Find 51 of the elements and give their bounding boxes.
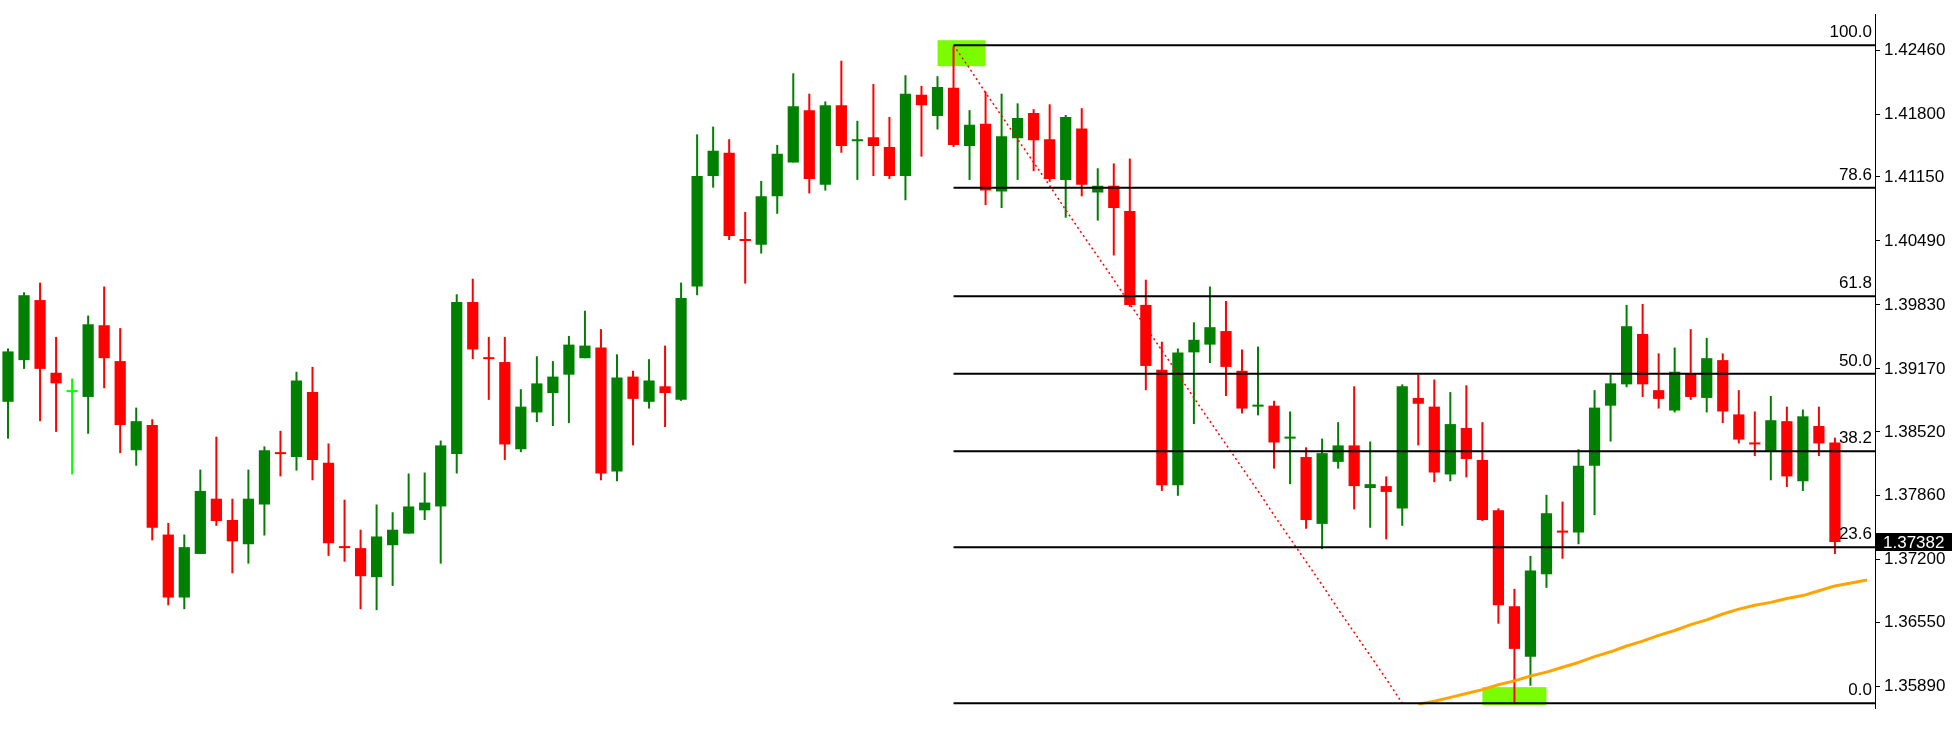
annotation: 78.6 [1838,164,1872,184]
candlestick [1188,321,1200,426]
candlestick [915,84,928,158]
candlestick [579,309,591,360]
candlestick [643,358,655,410]
y-tick-label: 1.36550 [1884,612,1946,632]
y-tick-label: 1.39170 [1884,358,1946,378]
candlestick [1012,102,1024,181]
y-tick-label: 1.35890 [1884,676,1946,696]
candlestick [1412,373,1424,447]
annotation: 61.8 [1838,273,1872,293]
candlestick [338,498,351,563]
text: 1.37382 [1883,532,1945,552]
annotation: 50.0 [1838,350,1872,370]
candlestick [1685,328,1697,401]
annotation: 100.0 [1829,22,1872,42]
y-tick-label: 1.41150 [1884,166,1945,186]
y-tick-label: 1.41800 [1884,103,1946,123]
candlestick [1604,373,1617,443]
candlestick [1653,352,1665,410]
candlestick [1556,500,1569,560]
candlestick [483,335,495,401]
y-tick-label: 1.39830 [1884,294,1946,314]
candlestick [1749,410,1761,458]
candlestick [659,344,671,428]
candlestick [226,497,238,575]
candlestick [867,82,880,178]
candlestick [963,109,976,181]
candlestick [1252,345,1264,417]
annotation: 0.0 [1848,680,1872,700]
candlestick [66,377,78,476]
candlestick [1380,475,1392,541]
candlestick [274,429,287,478]
y-tick-label: 1.40490 [1884,230,1946,250]
candlestick [50,335,62,433]
annotation: 38.2 [1838,428,1872,448]
y-tick-label: 1.42460 [1884,39,1946,59]
candlestick [1204,285,1216,365]
candlestick [739,210,751,285]
candlestick [1284,410,1296,486]
candlestick [851,119,863,181]
y-tick-label: 1.37860 [1884,485,1946,505]
y-tick-label: 1.38520 [1884,421,1946,441]
y-tick-label: 1.37200 [1884,549,1946,569]
candlestick [627,369,639,447]
candlestick [1813,405,1825,458]
candlestick [210,435,222,527]
candlestick [387,511,399,587]
candlestick [547,360,559,428]
candlestick [1364,440,1376,529]
annotation: 23.6 [1838,524,1872,544]
